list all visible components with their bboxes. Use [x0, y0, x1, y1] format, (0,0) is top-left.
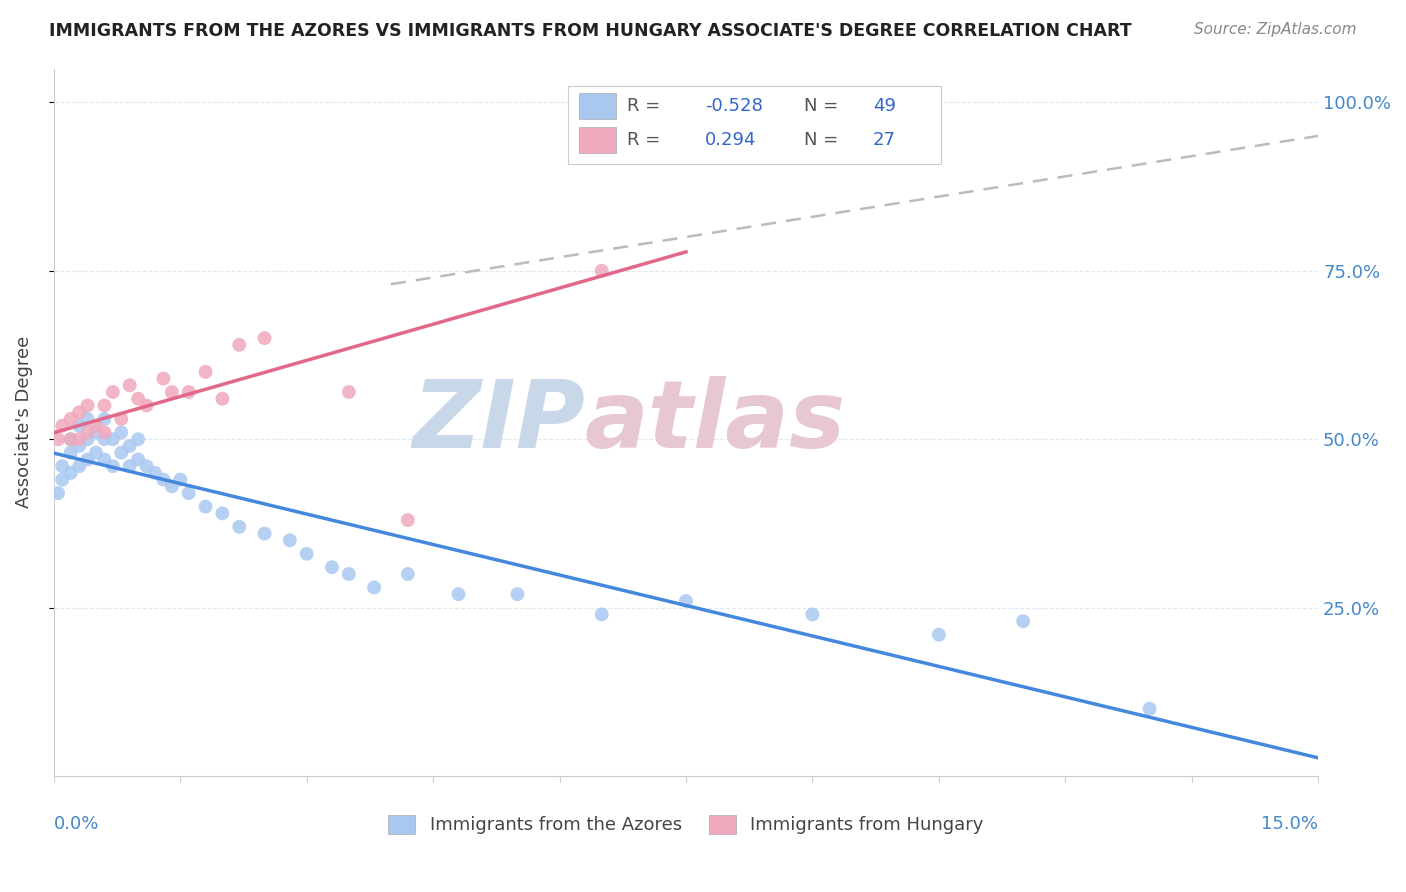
Point [194, 500, 217, 514]
Point [194, 365, 217, 379]
Point [253, 526, 276, 541]
Point [591, 263, 613, 277]
Point [76, 412, 98, 426]
FancyBboxPatch shape [578, 127, 616, 153]
Point [101, 432, 124, 446]
Point [101, 459, 124, 474]
Point [169, 473, 191, 487]
Point [1139, 702, 1161, 716]
Point [160, 384, 183, 399]
Point [46, 486, 69, 500]
Point [101, 384, 124, 399]
Text: 49: 49 [873, 97, 896, 115]
Point [93, 432, 115, 446]
Point [321, 560, 343, 574]
Point [59, 432, 82, 446]
Point [76, 425, 98, 440]
Point [337, 384, 360, 399]
Point [160, 479, 183, 493]
Point [76, 399, 98, 413]
Point [46, 432, 69, 446]
Point [59, 432, 82, 446]
Point [59, 412, 82, 426]
Point [278, 533, 301, 548]
Text: atlas: atlas [585, 376, 846, 468]
Point [135, 399, 157, 413]
Point [67, 432, 90, 446]
Text: 27: 27 [873, 131, 896, 149]
Point [59, 445, 82, 459]
Text: ZIP: ZIP [412, 376, 585, 468]
Text: 0.294: 0.294 [704, 131, 756, 149]
Point [506, 587, 529, 601]
Point [110, 412, 132, 426]
Point [143, 466, 166, 480]
Point [228, 338, 250, 352]
Point [1012, 614, 1035, 628]
Point [76, 452, 98, 467]
Point [253, 331, 276, 345]
Point [337, 566, 360, 581]
Point [152, 371, 174, 385]
Point [177, 486, 200, 500]
Text: R =: R = [627, 131, 659, 149]
Text: N =: N = [804, 97, 838, 115]
Point [67, 459, 90, 474]
Point [51, 418, 73, 433]
Point [84, 445, 107, 459]
Point [59, 466, 82, 480]
Point [396, 566, 419, 581]
Text: IMMIGRANTS FROM THE AZORES VS IMMIGRANTS FROM HUNGARY ASSOCIATE'S DEGREE CORRELA: IMMIGRANTS FROM THE AZORES VS IMMIGRANTS… [49, 22, 1132, 40]
Point [228, 520, 250, 534]
Point [67, 405, 90, 419]
Text: -0.528: -0.528 [704, 97, 763, 115]
Text: 0.0%: 0.0% [53, 815, 100, 833]
Text: N =: N = [804, 131, 838, 149]
Point [177, 384, 200, 399]
Point [93, 412, 115, 426]
Point [84, 425, 107, 440]
Point [118, 459, 141, 474]
Point [118, 439, 141, 453]
Point [152, 473, 174, 487]
Point [51, 459, 73, 474]
Point [127, 452, 149, 467]
Legend: Immigrants from the Azores, Immigrants from Hungary: Immigrants from the Azores, Immigrants f… [388, 815, 984, 834]
Point [127, 392, 149, 406]
Point [295, 547, 318, 561]
Point [84, 418, 107, 433]
Point [211, 392, 233, 406]
Point [51, 473, 73, 487]
Point [135, 459, 157, 474]
Point [67, 439, 90, 453]
Point [118, 378, 141, 392]
Point [93, 452, 115, 467]
Point [396, 513, 419, 527]
Text: Source: ZipAtlas.com: Source: ZipAtlas.com [1194, 22, 1357, 37]
Point [447, 587, 470, 601]
Text: 15.0%: 15.0% [1261, 815, 1319, 833]
Y-axis label: Associate's Degree: Associate's Degree [15, 336, 32, 508]
Point [127, 432, 149, 446]
Point [93, 425, 115, 440]
Point [211, 506, 233, 520]
Text: R =: R = [627, 97, 659, 115]
FancyBboxPatch shape [578, 93, 616, 120]
Point [675, 594, 697, 608]
Point [110, 445, 132, 459]
Point [928, 627, 950, 641]
Point [801, 136, 824, 150]
Point [76, 432, 98, 446]
FancyBboxPatch shape [568, 87, 942, 164]
Point [801, 607, 824, 622]
Point [93, 399, 115, 413]
Point [110, 425, 132, 440]
Point [67, 418, 90, 433]
Point [591, 607, 613, 622]
Point [363, 581, 385, 595]
